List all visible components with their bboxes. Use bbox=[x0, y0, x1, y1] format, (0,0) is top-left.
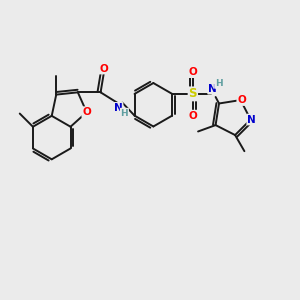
Text: O: O bbox=[82, 107, 91, 117]
Text: O: O bbox=[188, 111, 197, 121]
Text: O: O bbox=[99, 64, 108, 74]
Text: O: O bbox=[237, 95, 246, 105]
Text: N: N bbox=[208, 84, 217, 94]
Text: S: S bbox=[189, 87, 197, 101]
Text: N: N bbox=[247, 115, 256, 124]
Text: N: N bbox=[114, 103, 123, 113]
Text: H: H bbox=[121, 109, 128, 118]
Text: O: O bbox=[188, 67, 197, 77]
Text: H: H bbox=[215, 79, 223, 88]
